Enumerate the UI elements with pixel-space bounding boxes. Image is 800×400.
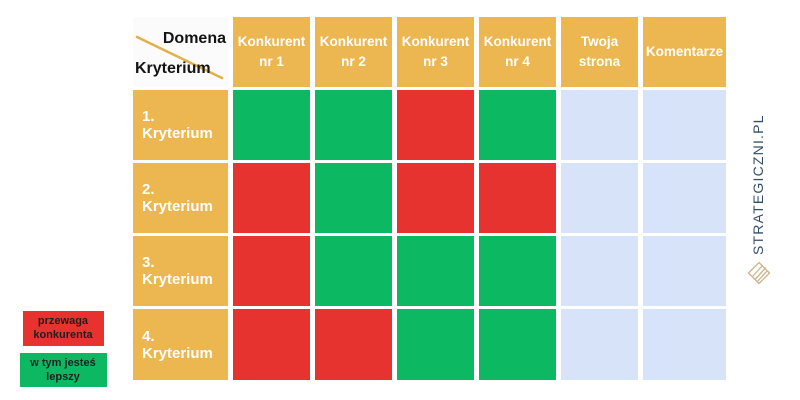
matrix-cell-r2c4	[479, 163, 556, 233]
matrix-cell-r2c2	[315, 163, 392, 233]
matrix-cell-r1c6	[643, 90, 726, 160]
corner-label-domena: Domena	[162, 30, 226, 47]
table-corner-cell: Domena Kryterium	[133, 17, 228, 87]
strategiczni-logo-icon	[747, 261, 771, 285]
column-header-komentarze: Komentarze	[643, 17, 726, 87]
matrix-cell-r2c6	[643, 163, 726, 233]
matrix-cell-r4c2	[315, 309, 392, 380]
legend-item-w-tym-jestes-lepszy: w tym jesteś lepszy	[19, 352, 107, 388]
matrix-cell-r4c1	[233, 309, 310, 380]
row-label-kryterium-1: 1. Kryterium	[133, 90, 228, 160]
matrix-cell-r3c1	[233, 236, 310, 306]
row-label-kryterium-4: 4. Kryterium	[133, 309, 228, 380]
matrix-cell-r1c2	[315, 90, 392, 160]
matrix-cell-r3c3	[397, 236, 474, 306]
matrix-cell-r4c4	[479, 309, 556, 380]
row-label-kryterium-3: 3. Kryterium	[133, 236, 228, 306]
matrix-cell-r1c5	[561, 90, 638, 160]
matrix-cell-r3c6	[643, 236, 726, 306]
column-header-twoja-strona: Twoja strona	[561, 17, 638, 87]
matrix-cell-r2c1	[233, 163, 310, 233]
column-header-konkurent-2: Konkurent nr 2	[315, 17, 392, 87]
matrix-cell-r2c3	[397, 163, 474, 233]
column-header-konkurent-1: Konkurent nr 1	[233, 17, 310, 87]
matrix-cell-r3c5	[561, 236, 638, 306]
matrix-cell-r3c2	[315, 236, 392, 306]
row-label-kryterium-2: 2. Kryterium	[133, 163, 228, 233]
brand-name: STRATEGICZNI.PL	[750, 114, 766, 256]
legend: przewaga konkurenta w tym jesteś lepszy	[18, 311, 108, 388]
column-header-konkurent-4: Konkurent nr 4	[479, 17, 556, 87]
legend-item-przewaga-konkurenta: przewaga konkurenta	[22, 311, 104, 346]
corner-label-kryterium: Kryterium	[135, 60, 211, 77]
matrix-cell-r4c6	[643, 309, 726, 380]
matrix-cell-r3c4	[479, 236, 556, 306]
matrix-cell-r2c5	[561, 163, 638, 233]
matrix-cell-r4c3	[397, 309, 474, 380]
matrix-cell-r4c5	[561, 309, 638, 380]
matrix-cell-r1c1	[233, 90, 310, 160]
diagonal-divider-line	[135, 35, 224, 80]
matrix-cell-r1c4	[479, 90, 556, 160]
column-header-konkurent-3: Konkurent nr 3	[397, 17, 474, 87]
comparison-table: Domena Kryterium Konkurent nr 1 Konkuren…	[133, 17, 726, 380]
matrix-cell-r1c3	[397, 90, 474, 160]
